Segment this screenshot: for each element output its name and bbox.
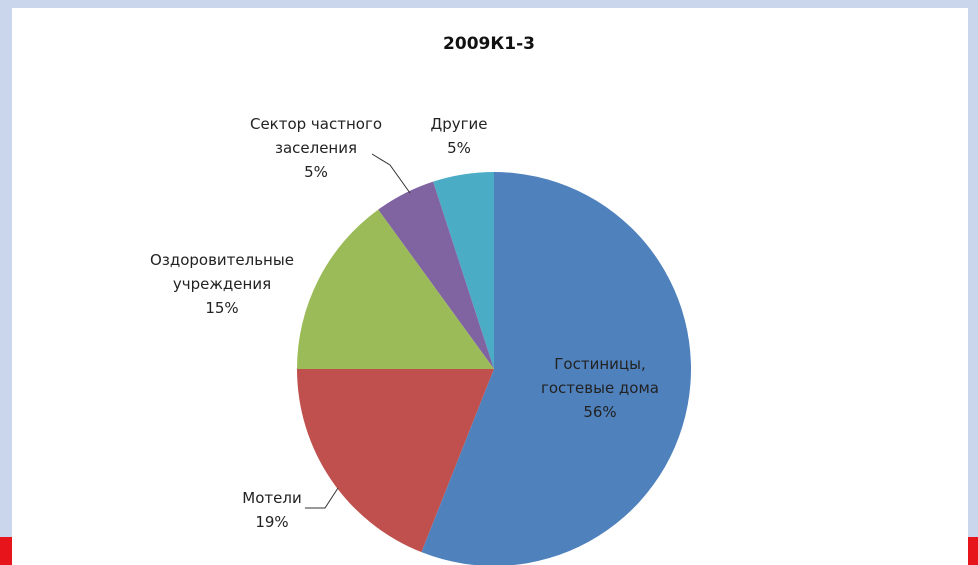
leader-line: [371, 153, 411, 194]
pie-slice: [297, 209, 494, 369]
value-label: 5%: [304, 163, 328, 181]
data-label: Мотели 19%: [227, 486, 317, 534]
category-label: Сектор частного заселения: [249, 115, 383, 157]
pie-slice: [378, 181, 494, 369]
value-label: 56%: [583, 403, 617, 421]
pie-slice: [421, 172, 691, 565]
category-label: Оздоровительные учреждения: [150, 251, 294, 293]
red-strip: [0, 537, 12, 565]
value-label: 5%: [447, 139, 471, 157]
data-label: Другие 5%: [414, 112, 504, 160]
pie-slice: [297, 369, 494, 553]
category-label: Другие: [430, 115, 488, 133]
red-strip: [968, 537, 978, 565]
data-label: Оздоровительные учреждения 15%: [127, 248, 317, 320]
value-label: 19%: [255, 513, 289, 531]
pie-slice: [433, 172, 494, 369]
leader-line: [305, 487, 339, 509]
category-label: Гостиницы, гостевые дома: [540, 355, 659, 397]
data-label: Сектор частного заселения 5%: [231, 112, 401, 184]
category-label: Мотели: [242, 489, 302, 507]
value-label: 15%: [205, 299, 239, 317]
data-label: Гостиницы, гостевые дома 56%: [525, 352, 675, 424]
chart-title: 2009К1-3: [443, 34, 535, 54]
